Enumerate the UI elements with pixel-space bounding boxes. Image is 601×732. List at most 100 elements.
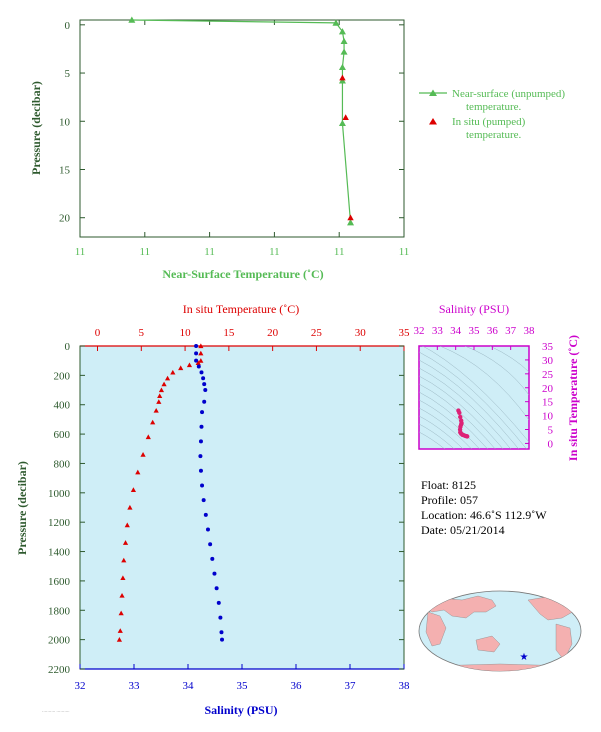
- temperature-point: [140, 452, 146, 457]
- location: Location: 46.6˚S 112.9˚W: [421, 508, 547, 522]
- legend-marker-unpumped: [429, 89, 437, 96]
- salinity-tick-label: 37: [345, 680, 357, 692]
- temperature-tick-label: 0: [95, 327, 101, 339]
- profile-pressure-axis: 0 200 400 600 800 1000 1200 1400 1600 1800 2000 220…: [48, 341, 404, 676]
- temperature-point: [170, 369, 176, 375]
- ts-point: [457, 410, 462, 416]
- profile-salinity-axis: 32 33 34 35 36 37 38: [75, 664, 411, 692]
- salinity-point: [199, 424, 204, 429]
- legend: Near-surface (unpumped) temperature. In …: [419, 88, 565, 141]
- salinity-point: [219, 630, 224, 635]
- near-surface-x-label: Near-Surface Temperature (˚C): [162, 267, 323, 281]
- near-surface-y-tick-label: 10: [59, 116, 71, 128]
- profile-bottom-x-label: Salinity (PSU): [204, 703, 277, 717]
- salinity-point: [194, 344, 199, 348]
- pumped-temperature-point: [347, 214, 354, 221]
- legend-label-pumped-line1: In situ (pumped): [452, 116, 526, 128]
- pressure-tick-label: 2000: [48, 635, 71, 647]
- near-surface-x-tick-label: 11: [75, 246, 86, 258]
- temperature-tick-label: 15: [223, 327, 235, 339]
- temperature-point: [127, 504, 133, 510]
- temperature-point: [198, 358, 204, 363]
- salinity-point: [212, 571, 217, 576]
- temperature-point: [119, 592, 125, 598]
- salinity-tick-label: 38: [399, 680, 411, 692]
- ts-temperature-tick-label: 15: [542, 397, 554, 409]
- ts-contour-line: [419, 415, 464, 449]
- near-surface-x-tick-label: 11: [140, 246, 151, 258]
- ts-y-label: In situ Temperature (˚C): [566, 335, 580, 461]
- unpumped-temperature-point: [347, 219, 355, 226]
- ts-panel: 32 33 34 35 36 37 38 05 10 15 20 25 30 35 Salinity (…: [414, 302, 581, 461]
- legend-marker-pumped: [429, 118, 437, 125]
- temperature-point: [122, 540, 129, 545]
- salinity-tick-label: 36: [291, 680, 303, 692]
- ts-contour-line: [419, 383, 496, 449]
- float-info: Float: 8125 Profile: 057 Location: 46.6˚…: [421, 478, 547, 537]
- legend-label-pumped: In situ (pumped) temperature.: [452, 116, 528, 141]
- pressure-tick-label: 1600: [48, 576, 71, 588]
- near-surface-y-tick-label: 5: [65, 68, 71, 80]
- profile-number: Profile: 057: [421, 493, 478, 507]
- pumped-temperature-point: [339, 74, 346, 81]
- ts-temperature-tick-label: 10: [542, 411, 554, 423]
- ts-density-contours: [419, 346, 529, 449]
- temperature-point: [117, 628, 123, 633]
- temperature-tick-label: 10: [180, 327, 192, 339]
- ts-salinity-tick-label: 34: [450, 325, 462, 337]
- profile-marks: [116, 343, 225, 642]
- salinity-tick-label: 35: [237, 680, 249, 692]
- ts-x-label: Salinity (PSU): [439, 302, 509, 316]
- ts-contour-line: [419, 359, 519, 449]
- temperature-point: [164, 375, 171, 381]
- ts-point: [458, 414, 463, 420]
- ts-contour-line: [489, 346, 529, 373]
- ts-temperature-tick-label: 5: [548, 425, 554, 437]
- temperature-point: [120, 575, 126, 581]
- ts-contour-line: [419, 375, 504, 449]
- salinity-point: [203, 512, 208, 517]
- salinity-point: [203, 388, 208, 393]
- salinity-tick-label: 32: [75, 680, 86, 692]
- salinity-point: [201, 376, 206, 381]
- salinity-point: [205, 527, 210, 532]
- temperature-point: [145, 434, 151, 440]
- unpumped-temperature-point: [338, 119, 346, 126]
- temperature-point: [198, 343, 204, 349]
- temperature-tick-label: 35: [399, 327, 411, 339]
- pressure-tick-label: 1800: [48, 605, 71, 617]
- salinity-point: [214, 586, 219, 591]
- ts-contour-line: [439, 346, 529, 421]
- ts-contour-line: [422, 346, 529, 443]
- salinity-point: [218, 615, 223, 620]
- ts-salinity-tick-label: 32: [414, 325, 425, 337]
- temperature-point: [156, 399, 162, 404]
- ts-contour-line: [419, 407, 472, 449]
- date: Date: 05/21/2014: [421, 523, 505, 537]
- temperature-point: [186, 362, 193, 368]
- salinity-point: [199, 370, 204, 375]
- ts-salinity-tick-label: 33: [432, 325, 444, 337]
- float-location-star-icon: ★: [520, 652, 529, 663]
- temperature-point: [121, 557, 127, 563]
- near-surface-plot-frame: [79, 19, 405, 238]
- near-surface-x-tick-label: 11: [204, 246, 215, 258]
- salinity-tick-label: 33: [129, 680, 141, 692]
- unpumped-temperature-point: [338, 28, 346, 35]
- temperature-point: [157, 393, 163, 398]
- near-surface-x-tick-label: 11: [334, 246, 345, 258]
- ts-contour-line: [419, 351, 527, 449]
- ts-contour-line: [419, 367, 512, 449]
- legend-label-pumped-line2: temperature.: [466, 129, 522, 141]
- ts-temperature-tick-label: 35: [542, 341, 554, 353]
- temperature-tick-label: 30: [355, 327, 367, 339]
- temperature-point: [130, 487, 137, 492]
- salinity-point: [198, 439, 203, 444]
- temperature-point: [178, 365, 184, 371]
- salinity-point: [220, 637, 225, 642]
- pressure-tick-label: 0: [65, 341, 71, 353]
- salinity-point: [194, 358, 199, 363]
- salinity-point: [216, 600, 221, 605]
- location-map: ★: [418, 590, 582, 672]
